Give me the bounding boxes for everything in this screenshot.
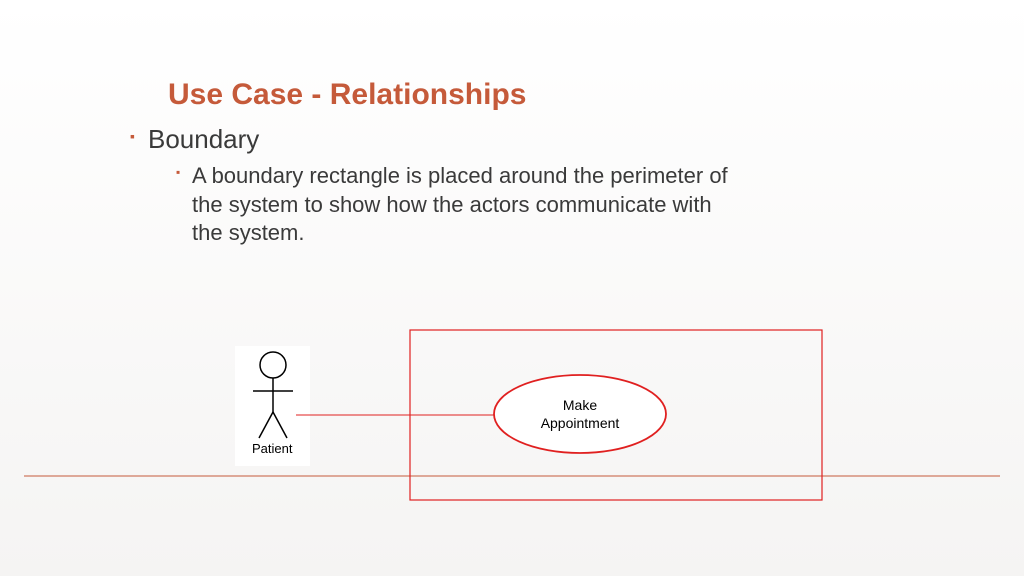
bullet-level2: A boundary rectangle is placed around th… bbox=[192, 162, 732, 248]
actor-leg-left bbox=[259, 412, 273, 438]
actor-leg-right bbox=[273, 412, 287, 438]
actor-label: Patient bbox=[252, 441, 292, 456]
actor-head bbox=[260, 352, 286, 378]
bullet-level1: Boundary bbox=[148, 124, 259, 155]
usecase-label-line2: Appointment bbox=[541, 415, 620, 431]
usecase-label-line1: Make bbox=[563, 397, 597, 413]
slide-title: Use Case - Relationships bbox=[168, 78, 526, 112]
usecase-label: Make Appointment bbox=[540, 397, 620, 432]
